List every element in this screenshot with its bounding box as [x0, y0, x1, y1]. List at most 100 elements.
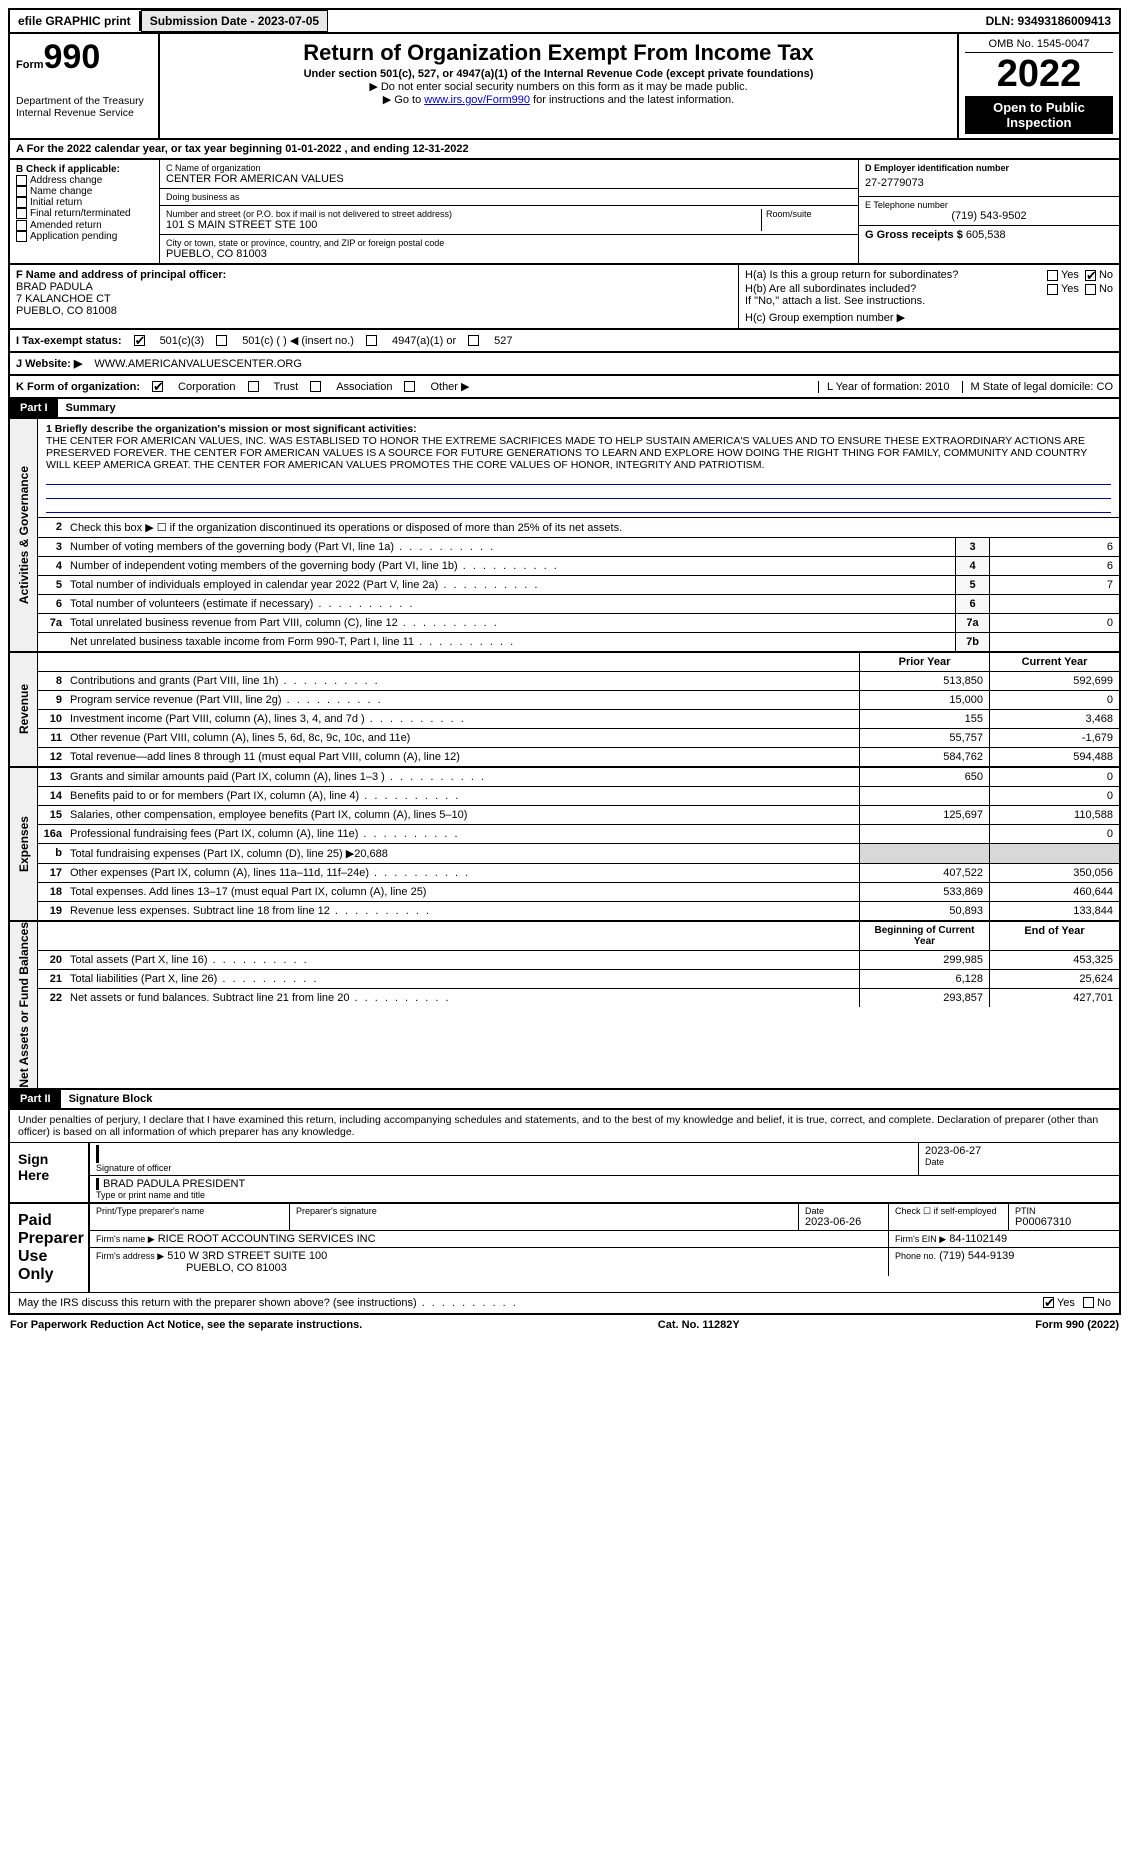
- opt-initial: Initial return: [30, 197, 82, 208]
- l5: Total number of individuals employed in …: [66, 576, 955, 594]
- l17: Other expenses (Part IX, column (A), lin…: [66, 864, 859, 882]
- line-j: J Website: ▶ WWW.AMERICANVALUESCENTER.OR…: [8, 353, 1121, 376]
- c11: -1,679: [989, 729, 1119, 747]
- opt-final: Final return/terminated: [30, 209, 131, 220]
- c18: 460,644: [989, 883, 1119, 901]
- hdr-curr: Current Year: [989, 653, 1119, 671]
- hb-no-lbl: No: [1099, 283, 1113, 295]
- ha-yes[interactable]: [1047, 270, 1058, 281]
- vlabel-ag-text: Activities & Governance: [17, 466, 31, 604]
- check-name-change[interactable]: [16, 186, 27, 197]
- l14: Benefits paid to or for members (Part IX…: [66, 787, 859, 805]
- b20: 299,985: [859, 951, 989, 969]
- k-corp[interactable]: [152, 381, 163, 392]
- e-lbl: E Telephone number: [865, 200, 1113, 210]
- form-number: 990: [44, 38, 101, 76]
- street-lbl: Number and street (or P.O. box if mail i…: [166, 209, 757, 219]
- sig-officer-lbl: Signature of officer: [96, 1163, 912, 1173]
- c12: 594,488: [989, 748, 1119, 766]
- date-lbl: Date: [925, 1157, 1113, 1167]
- part1-bar: Part I: [10, 399, 58, 417]
- discuss-no[interactable]: [1083, 1297, 1094, 1308]
- org-name: CENTER FOR AMERICAN VALUES: [166, 173, 852, 185]
- section-netassets: Net Assets or Fund Balances Beginning of…: [8, 922, 1121, 1090]
- ha-no[interactable]: [1085, 270, 1096, 281]
- hdr-prior: Prior Year: [859, 653, 989, 671]
- vlabel-na: Net Assets or Fund Balances: [10, 922, 38, 1088]
- hb-note: If "No," attach a list. See instructions…: [745, 295, 1113, 307]
- l20: Total assets (Part X, line 16): [66, 951, 859, 969]
- firm-ein: 84-1102149: [949, 1233, 1007, 1245]
- col-b: B Check if applicable: Address change Na…: [10, 160, 160, 263]
- b21: 6,128: [859, 970, 989, 988]
- v6: [989, 595, 1119, 613]
- discuss-no-lbl: No: [1097, 1297, 1111, 1309]
- irs-link[interactable]: www.irs.gov/Form990: [424, 94, 530, 106]
- hdr-beg: Beginning of Current Year: [859, 922, 989, 950]
- officer-addr1: 7 KALANCHOE CT: [16, 293, 732, 305]
- i-501c[interactable]: [216, 335, 227, 346]
- dln: DLN: 93493186009413: [978, 11, 1119, 31]
- i-527[interactable]: [468, 335, 479, 346]
- street-val: 101 S MAIN STREET STE 100: [166, 219, 757, 231]
- firm-ein-lbl: Firm's EIN ▶: [895, 1234, 946, 1244]
- hb-yes-lbl: Yes: [1061, 283, 1079, 295]
- p8: 513,850: [859, 672, 989, 690]
- l16b: Total fundraising expenses (Part IX, col…: [66, 844, 859, 863]
- officer-name: BRAD PADULA: [16, 281, 732, 293]
- note2-post: for instructions and the latest informat…: [530, 94, 734, 106]
- check-amended[interactable]: [16, 220, 27, 231]
- hb-no[interactable]: [1085, 284, 1096, 295]
- c17: 350,056: [989, 864, 1119, 882]
- room-lbl: Room/suite: [766, 209, 852, 219]
- k-assoc[interactable]: [310, 381, 321, 392]
- k-o4: Other ▶: [430, 380, 469, 393]
- k-trust[interactable]: [248, 381, 259, 392]
- check-final[interactable]: [16, 208, 27, 219]
- pra-notice: For Paperwork Reduction Act Notice, see …: [10, 1319, 362, 1331]
- v5: 7: [989, 576, 1119, 594]
- part1-header: Part I Summary: [8, 399, 1121, 419]
- note-ssn: ▶ Do not enter social security numbers o…: [166, 80, 951, 93]
- form-title: Return of Organization Exempt From Incom…: [166, 40, 951, 66]
- p17: 407,522: [859, 864, 989, 882]
- k-o3: Association: [336, 381, 392, 393]
- discuss-yes[interactable]: [1043, 1297, 1054, 1308]
- opt-address: Address change: [30, 175, 102, 186]
- phone-lbl: Phone no.: [895, 1251, 936, 1261]
- part2-header: Part II Signature Block: [8, 1090, 1121, 1110]
- p14: [859, 787, 989, 805]
- submission-date[interactable]: Submission Date - 2023-07-05: [141, 10, 328, 32]
- tax-year: 2022: [965, 53, 1113, 96]
- phone: (719) 543-9502: [865, 210, 1113, 222]
- c15: 110,588: [989, 806, 1119, 824]
- check-address-change[interactable]: [16, 175, 27, 186]
- l16a: Professional fundraising fees (Part IX, …: [66, 825, 859, 843]
- col-f: F Name and address of principal officer:…: [10, 265, 739, 328]
- check-initial[interactable]: [16, 197, 27, 208]
- gross-receipts: 605,538: [966, 229, 1006, 241]
- hdr-end: End of Year: [989, 922, 1119, 950]
- ha-yes-lbl: Yes: [1061, 269, 1079, 281]
- hb-yes[interactable]: [1047, 284, 1058, 295]
- i-4947[interactable]: [366, 335, 377, 346]
- l3: Number of voting members of the governin…: [66, 538, 955, 556]
- e20: 453,325: [989, 951, 1119, 969]
- l-lbl: L Year of formation: 2010: [818, 381, 950, 393]
- k-other[interactable]: [404, 381, 415, 392]
- i-o4: 527: [494, 335, 512, 347]
- sig-declaration: Under penalties of perjury, I declare th…: [10, 1110, 1119, 1142]
- officer-addr2: PUEBLO, CO 81008: [16, 305, 732, 317]
- note2-pre: ▶ Go to: [383, 94, 424, 106]
- l10: Investment income (Part VIII, column (A)…: [66, 710, 859, 728]
- opt-amended: Amended return: [30, 220, 102, 231]
- open-public-badge: Open to Public Inspection: [965, 96, 1113, 134]
- efile-label: efile GRAPHIC print: [10, 11, 141, 31]
- discuss-lbl: May the IRS discuss this return with the…: [18, 1297, 518, 1309]
- ptin-lbl: PTIN: [1015, 1206, 1113, 1216]
- check-app-pending[interactable]: [16, 231, 27, 242]
- d-lbl: D Employer identification number: [865, 163, 1113, 173]
- ha-lbl: H(a) Is this a group return for subordin…: [745, 269, 1047, 281]
- i-501c3[interactable]: [134, 335, 145, 346]
- date2: 2023-06-26: [805, 1216, 882, 1228]
